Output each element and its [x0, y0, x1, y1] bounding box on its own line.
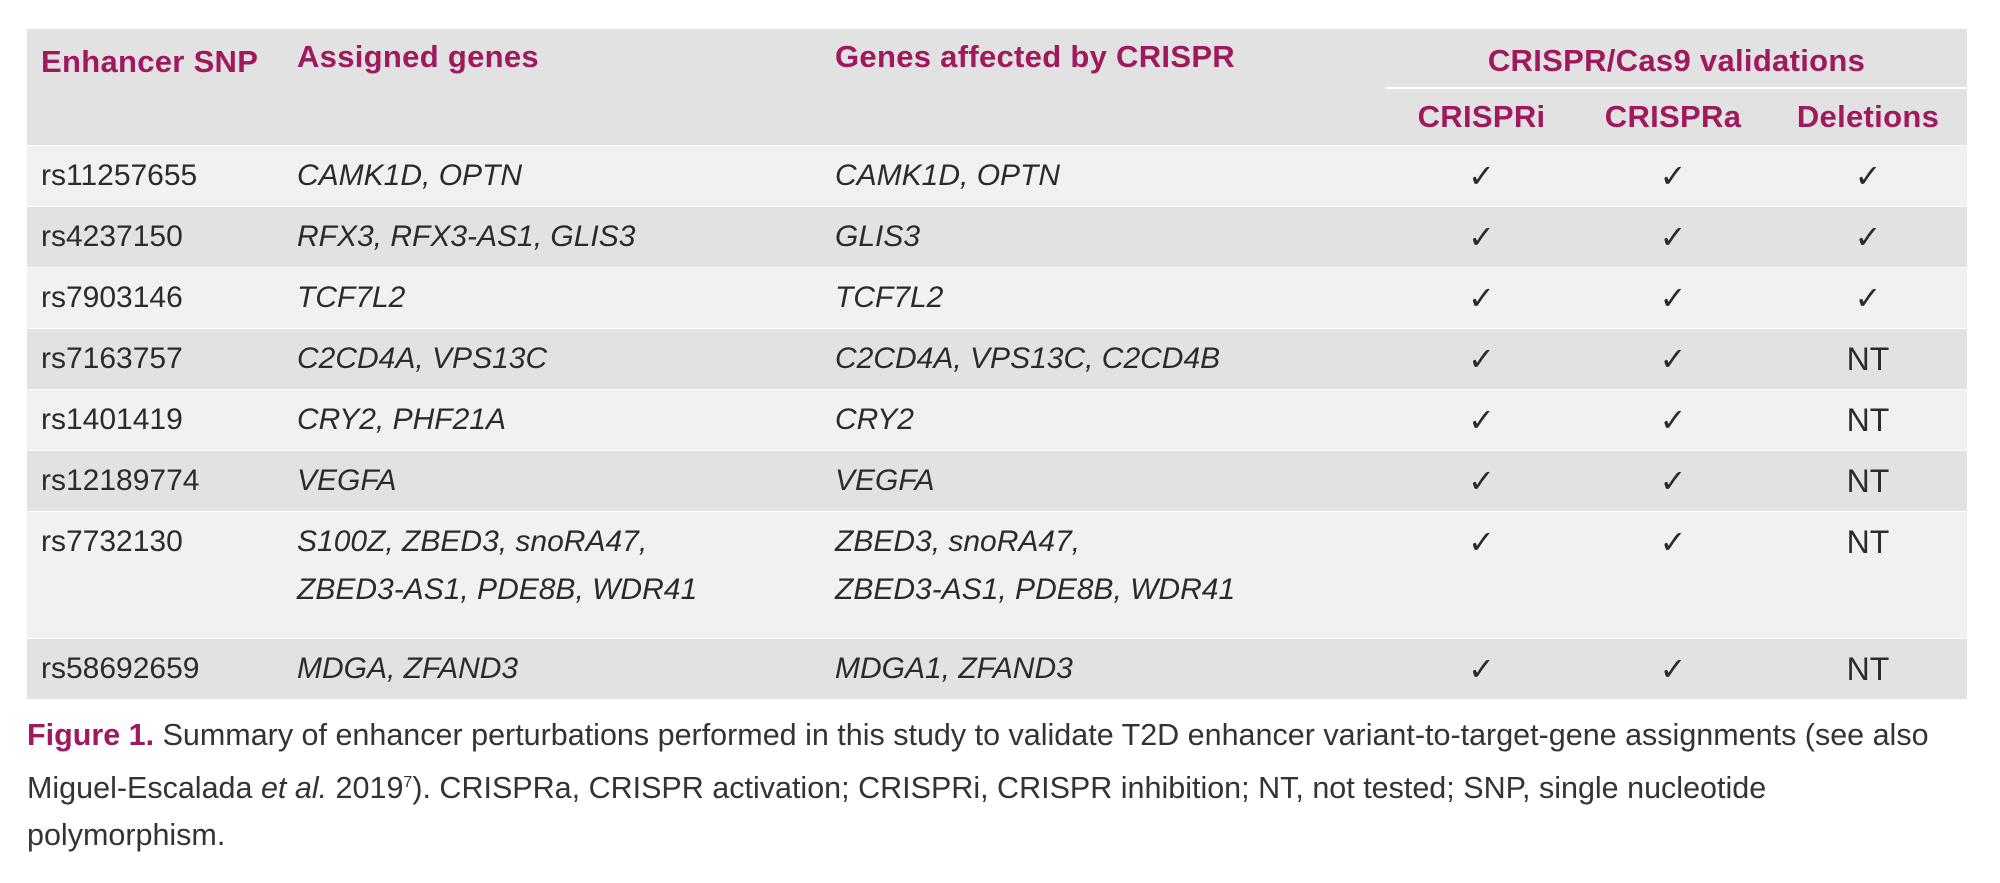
figure-label: Figure 1.	[27, 718, 155, 752]
deletions-cell: ✓	[1769, 206, 1967, 268]
table-row: rs12189774 VEGFA VEGFA ✓ ✓ NT	[27, 450, 1967, 512]
assigned-genes-cell: RFX3, RFX3-AS1, GLIS3	[283, 206, 821, 268]
assigned-genes-line: ZBED3-AS1, PDE8B, WDR41	[297, 573, 698, 606]
table-row: rs1401419 CRY2, PHF21A CRY2 ✓ ✓ NT	[27, 389, 1967, 451]
snp-cell: rs12189774	[27, 450, 283, 512]
header-deletions: Deletions	[1769, 88, 1967, 146]
snp-cell: rs7732130	[27, 511, 283, 639]
affected-genes-cell: CRY2	[821, 389, 1386, 451]
crispri-cell: ✓	[1386, 267, 1577, 329]
affected-genes-line: ZBED3, snoRA47,	[835, 525, 1081, 558]
header-crispri: CRISPRi	[1386, 88, 1577, 146]
deletions-cell: ✓	[1769, 267, 1967, 329]
deletions-cell: NT	[1769, 638, 1967, 699]
caption-text: ). CRISPRa, CRISPR activation; CRISPRi, …	[27, 771, 1767, 853]
snp-cell: rs1401419	[27, 389, 283, 451]
snp-cell: rs4237150	[27, 206, 283, 268]
deletions-cell: NT	[1769, 511, 1967, 639]
caption-italic: et al.	[260, 771, 328, 806]
assigned-genes-cell: S100Z, ZBED3, snoRA47, ZBED3-AS1, PDE8B,…	[283, 511, 821, 639]
crispra-cell: ✓	[1577, 145, 1769, 207]
snp-cell: rs7163757	[27, 328, 283, 390]
table-row: rs4237150 RFX3, RFX3-AS1, GLIS3 GLIS3 ✓ …	[27, 206, 1967, 268]
affected-genes-cell: ZBED3, snoRA47, ZBED3-AS1, PDE8B, WDR41	[821, 511, 1386, 639]
snp-cell: rs11257655	[27, 145, 283, 207]
header-crispr-group: CRISPR/Cas9 validations	[1386, 29, 1967, 89]
deletions-cell: NT	[1769, 389, 1967, 451]
deletions-cell: NT	[1769, 328, 1967, 390]
table-row: rs7163757 C2CD4A, VPS13C C2CD4A, VPS13C,…	[27, 328, 1967, 390]
crispri-cell: ✓	[1386, 145, 1577, 207]
crispri-cell: ✓	[1386, 450, 1577, 512]
caption-text: 2019	[327, 771, 404, 806]
caption-text: Summary of enhancer perturbations perfor…	[27, 718, 1929, 806]
table-wrapper: Enhancer SNP Assigned genes Genes affect…	[27, 29, 1967, 699]
crispra-cell: ✓	[1577, 638, 1769, 699]
crispra-cell: ✓	[1577, 328, 1769, 390]
crispra-cell: ✓	[1577, 511, 1769, 639]
crispri-cell: ✓	[1386, 206, 1577, 268]
affected-genes-line: ZBED3-AS1, PDE8B, WDR41	[835, 573, 1236, 606]
affected-genes-cell: VEGFA	[821, 450, 1386, 512]
assigned-genes-cell: MDGA, ZFAND3	[283, 638, 821, 699]
header-enhancer-snp: Enhancer SNP	[27, 29, 283, 146]
assigned-genes-cell: CRY2, PHF21A	[283, 389, 821, 451]
affected-genes-cell: C2CD4A, VPS13C, C2CD4B	[821, 328, 1386, 390]
assigned-genes-cell: TCF7L2	[283, 267, 821, 329]
deletions-cell: ✓	[1769, 145, 1967, 207]
crispra-cell: ✓	[1577, 206, 1769, 268]
crispri-cell: ✓	[1386, 511, 1577, 639]
table-row: rs7732130 S100Z, ZBED3, snoRA47, ZBED3-A…	[27, 511, 1967, 639]
table-row: rs7903146 TCF7L2 TCF7L2 ✓ ✓ ✓	[27, 267, 1967, 329]
affected-genes-cell: CAMK1D, OPTN	[821, 145, 1386, 207]
assigned-genes-cell: CAMK1D, OPTN	[283, 145, 821, 207]
deletions-cell: NT	[1769, 450, 1967, 512]
assigned-genes-cell: C2CD4A, VPS13C	[283, 328, 821, 390]
crispri-cell: ✓	[1386, 638, 1577, 699]
affected-genes-cell: GLIS3	[821, 206, 1386, 268]
table-row: rs58692659 MDGA, ZFAND3 MDGA1, ZFAND3 ✓ …	[27, 638, 1967, 699]
assigned-genes-cell: VEGFA	[283, 450, 821, 512]
table-body: rs11257655 CAMK1D, OPTN CAMK1D, OPTN ✓ ✓…	[27, 145, 1967, 699]
header-crispra: CRISPRa	[1577, 88, 1769, 146]
header-genes-affected: Genes affected by CRISPR	[821, 29, 1386, 146]
snp-cell: rs7903146	[27, 267, 283, 329]
affected-genes-cell: MDGA1, ZFAND3	[821, 638, 1386, 699]
reference-superscript: 7	[403, 774, 413, 791]
table-row: rs11257655 CAMK1D, OPTN CAMK1D, OPTN ✓ ✓…	[27, 145, 1967, 207]
crispri-cell: ✓	[1386, 328, 1577, 390]
header-assigned-genes: Assigned genes	[283, 29, 821, 146]
crispra-cell: ✓	[1577, 267, 1769, 329]
figure-caption: Figure 1. Summary of enhancer perturbati…	[27, 712, 1967, 859]
table-header: Enhancer SNP Assigned genes Genes affect…	[27, 29, 1967, 146]
crispra-cell: ✓	[1577, 389, 1769, 451]
crispri-cell: ✓	[1386, 389, 1577, 451]
snp-cell: rs58692659	[27, 638, 283, 699]
validation-table: Enhancer SNP Assigned genes Genes affect…	[27, 29, 1967, 699]
assigned-genes-line: S100Z, ZBED3, snoRA47,	[297, 525, 648, 558]
crispra-cell: ✓	[1577, 450, 1769, 512]
affected-genes-cell: TCF7L2	[821, 267, 1386, 329]
